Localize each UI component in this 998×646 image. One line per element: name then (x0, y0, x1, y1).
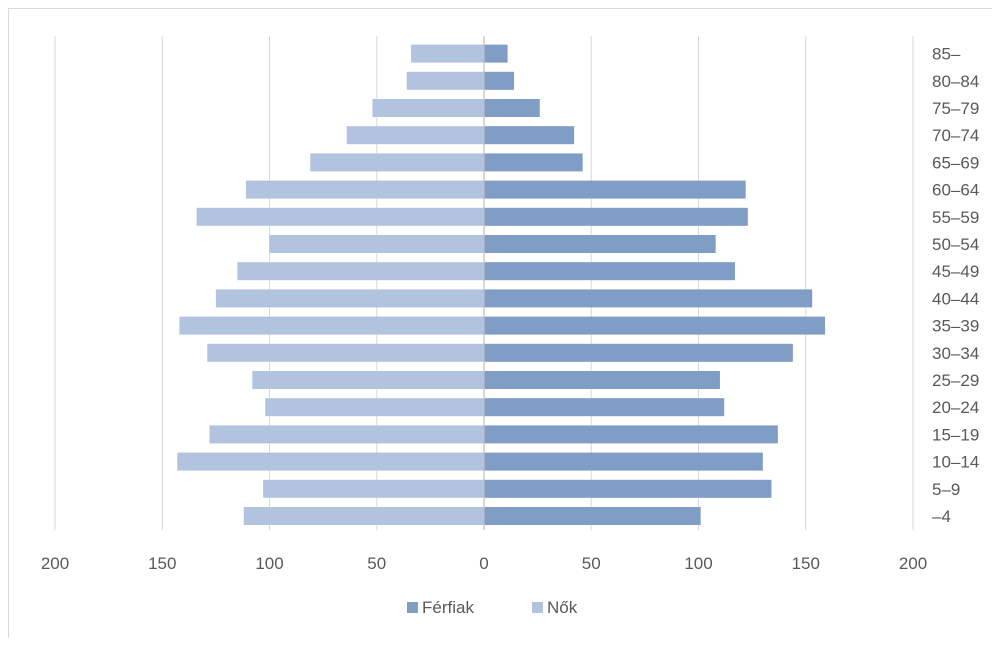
bar-ferfiak-8 (484, 262, 735, 281)
age-group-label: 20–24 (932, 398, 979, 417)
x-tick-label: 50 (582, 554, 601, 573)
bar-nok-6 (196, 207, 484, 226)
bar-ferfiak-13 (484, 398, 725, 417)
age-group-label: 85– (932, 45, 961, 64)
age-group-label: 70–74 (932, 126, 979, 145)
bar-nok-5 (245, 180, 484, 199)
age-group-label: 25–29 (932, 371, 979, 390)
bar-ferfiak-9 (484, 289, 813, 308)
legend-label-ferfiak: Férfiak (422, 598, 474, 617)
age-group-label: 40–44 (932, 289, 979, 308)
legend-label-nok: Nők (547, 598, 578, 617)
age-group-label: 45–49 (932, 262, 979, 281)
age-group-label: 65–69 (932, 153, 979, 172)
legend: Férfiak Nők (407, 598, 578, 617)
age-group-label: 10–14 (932, 453, 979, 472)
legend-swatch-nok (532, 602, 543, 613)
age-group-labels: 85– 80–84 75–79 70–74 65–69 60–64 55–59 50–54 45… (932, 45, 979, 526)
bar-ferfiak-2 (484, 99, 540, 117)
bar-ferfiak-10 (484, 316, 826, 335)
bar-ferfiak-14 (484, 425, 778, 444)
age-group-label: 60–64 (932, 181, 979, 200)
bar-nok-9 (215, 289, 484, 308)
bar-nok-4 (310, 153, 484, 172)
bar-nok-13 (265, 398, 484, 417)
chart-frame (8, 8, 992, 638)
bar-ferfiak-16 (484, 479, 772, 498)
x-tick-label: 100 (684, 554, 712, 573)
bar-ferfiak-3 (484, 126, 575, 145)
bar-nok-14 (209, 425, 484, 444)
bar-ferfiak-12 (484, 371, 720, 389)
bars (177, 44, 826, 525)
age-group-label: 15–19 (932, 425, 979, 444)
bar-ferfiak-6 (484, 207, 748, 226)
bar-nok-11 (207, 343, 485, 362)
age-group-label: 50–54 (932, 235, 979, 254)
bar-nok-3 (346, 126, 484, 145)
bar-nok-8 (237, 262, 484, 281)
legend-swatch-ferfiak (407, 602, 418, 613)
age-group-label: 75–79 (932, 99, 979, 118)
bar-ferfiak-7 (484, 235, 716, 253)
bar-nok-16 (263, 479, 484, 498)
x-tick-label: 100 (255, 554, 283, 573)
bar-ferfiak-17 (484, 507, 701, 525)
bar-nok-10 (179, 316, 484, 335)
bar-nok-2 (372, 99, 484, 117)
bar-ferfiak-0 (484, 44, 508, 63)
bar-nok-0 (411, 44, 484, 63)
x-tick-label: 150 (792, 554, 820, 573)
bar-ferfiak-1 (484, 71, 515, 90)
x-tick-label: 150 (148, 554, 176, 573)
bar-ferfiak-15 (484, 452, 763, 471)
age-group-label: 5–9 (932, 480, 960, 499)
age-group-label: 35–39 (932, 317, 979, 336)
age-group-label: 30–34 (932, 344, 979, 363)
bar-nok-17 (243, 507, 484, 525)
bar-nok-15 (177, 452, 484, 471)
bar-ferfiak-5 (484, 180, 746, 199)
x-tick-label: 0 (479, 554, 488, 573)
age-group-label: 80–84 (932, 72, 979, 91)
bar-ferfiak-11 (484, 343, 793, 362)
bar-nok-12 (252, 371, 484, 389)
bar-ferfiak-4 (484, 153, 583, 172)
x-tick-label: 50 (367, 554, 386, 573)
bar-nok-1 (406, 71, 484, 90)
x-tick-labels: 200 150 100 50 0 50 100 150 200 (41, 554, 927, 573)
age-group-label: 55–59 (932, 208, 979, 227)
age-group-label: –4 (932, 507, 951, 526)
gridlines (54, 36, 914, 530)
x-tick-label: 200 (899, 554, 927, 573)
bar-nok-7 (269, 235, 484, 253)
x-tick-label: 200 (41, 554, 69, 573)
